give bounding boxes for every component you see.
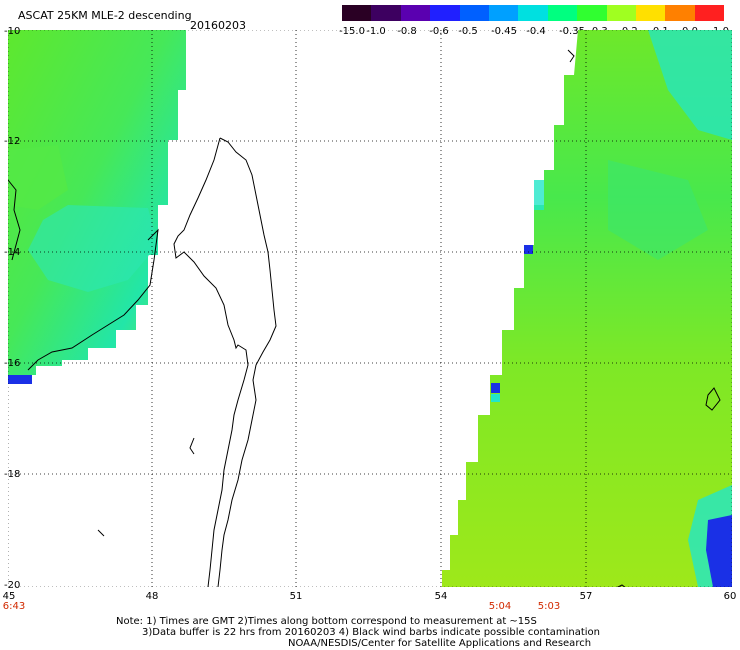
cbar-label: -1.0 bbox=[366, 26, 386, 37]
east-swath bbox=[442, 30, 732, 587]
footnote-line-1: Note: 1) Times are GMT 2)Times along bot… bbox=[116, 616, 537, 627]
coastlines bbox=[8, 49, 721, 587]
cbar-label: -0.35 bbox=[559, 26, 585, 37]
lon-label: 54 bbox=[434, 591, 448, 602]
time-label: 5:04 bbox=[488, 601, 512, 612]
lon-label: 45 bbox=[2, 591, 16, 602]
lon-label: 51 bbox=[289, 591, 303, 602]
lat-label: -12 bbox=[4, 136, 21, 147]
color-swatch bbox=[577, 5, 607, 21]
color-swatch bbox=[430, 5, 460, 21]
lat-label: -20 bbox=[4, 580, 21, 591]
cbar-label: -15.0 bbox=[339, 26, 365, 37]
cbar-label: -0.6 bbox=[429, 26, 449, 37]
lat-label: -16 bbox=[4, 358, 21, 369]
color-swatch bbox=[547, 5, 578, 21]
product-date: 20160203 bbox=[190, 19, 246, 32]
color-swatch bbox=[342, 5, 372, 21]
time-label: 6:43 bbox=[2, 601, 26, 612]
color-swatch bbox=[606, 5, 636, 21]
lat-label: -18 bbox=[4, 469, 21, 480]
time-label: 5:03 bbox=[537, 601, 561, 612]
footnote-line-3: NOAA/NESDIS/Center for Satellite Applica… bbox=[288, 638, 592, 649]
color-scale-bar bbox=[342, 5, 725, 21]
scatterometer-map bbox=[8, 30, 732, 587]
lon-label: 60 bbox=[723, 591, 737, 602]
color-swatch bbox=[694, 5, 725, 21]
cbar-label: -0.4 bbox=[526, 26, 546, 37]
color-swatch bbox=[518, 5, 548, 21]
color-swatch bbox=[665, 5, 695, 21]
cbar-label: -0.5 bbox=[458, 26, 478, 37]
color-swatch bbox=[459, 5, 489, 21]
cbar-label: -0.8 bbox=[397, 26, 417, 37]
cbar-label: -0.45 bbox=[491, 26, 517, 37]
footnote-line-2: 3)Data buffer is 22 hrs from 20160203 4)… bbox=[142, 627, 600, 638]
lat-label: -10 bbox=[4, 26, 21, 37]
lat-label: -14 bbox=[4, 247, 21, 258]
lat-lon-grid bbox=[8, 30, 732, 587]
lon-label: 48 bbox=[145, 591, 159, 602]
lon-label: 57 bbox=[579, 591, 593, 602]
color-swatch bbox=[635, 5, 666, 21]
color-swatch bbox=[488, 5, 519, 21]
product-title: ASCAT 25KM MLE-2 descending bbox=[18, 9, 192, 22]
color-swatch bbox=[371, 5, 401, 21]
color-swatch bbox=[400, 5, 431, 21]
west-swath bbox=[8, 30, 186, 384]
